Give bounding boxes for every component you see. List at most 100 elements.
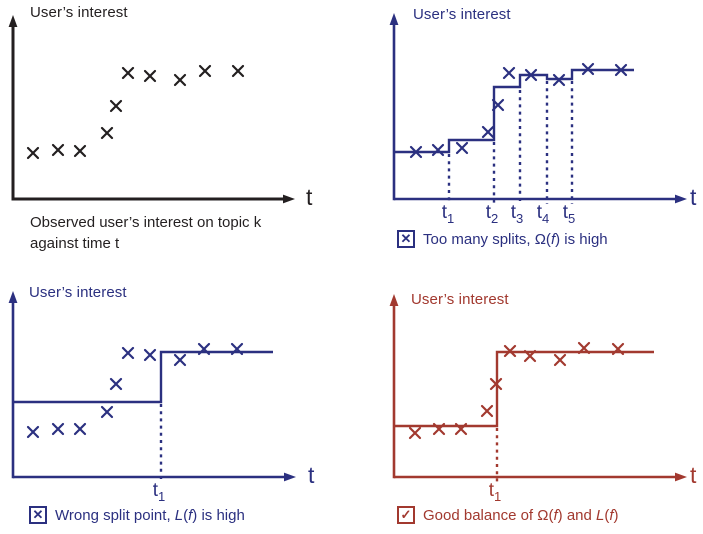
y-axis-arrowhead bbox=[389, 294, 399, 306]
check-box-icon: ✓ bbox=[397, 506, 415, 524]
split-label-t1: t1 bbox=[441, 202, 455, 226]
caption-math-italic: f bbox=[550, 230, 556, 248]
x-axis-arrowhead bbox=[283, 194, 295, 204]
caption-segment: ) is high bbox=[192, 506, 245, 524]
data-point-cross bbox=[121, 346, 135, 360]
y-axis-title: User’s interest bbox=[30, 4, 128, 21]
data-point-cross bbox=[231, 64, 245, 78]
data-point-cross bbox=[454, 422, 468, 436]
split-label-t4: t4 bbox=[536, 202, 550, 226]
data-point-cross bbox=[51, 422, 65, 436]
caption-segment: ) is high bbox=[555, 230, 608, 248]
data-point-cross bbox=[577, 341, 591, 355]
cross-box-icon: ✕ bbox=[397, 230, 415, 248]
data-point-cross bbox=[553, 353, 567, 367]
caption-text: Good balance of Ω(f) and L(f) bbox=[423, 507, 619, 524]
x-axis-arrowhead bbox=[675, 194, 687, 204]
caption-segment: Ω( bbox=[537, 506, 554, 524]
data-point-cross bbox=[581, 62, 595, 76]
y-axis-arrowhead bbox=[389, 13, 399, 25]
data-point-cross bbox=[109, 377, 123, 391]
data-point-cross bbox=[26, 146, 40, 160]
data-point-cross bbox=[173, 353, 187, 367]
data-point-cross bbox=[26, 425, 40, 439]
split-label-subscript: 3 bbox=[516, 210, 524, 226]
x-axis-label: t bbox=[690, 462, 697, 488]
panel-caption: ✕ Wrong split point, L(f) is high bbox=[29, 506, 245, 524]
caption-math-italic: f bbox=[609, 506, 614, 524]
y-axis-title: User’s interest bbox=[29, 284, 127, 301]
y-axis-title: User’s interest bbox=[413, 6, 511, 23]
observed-data-plot bbox=[8, 15, 295, 204]
step-function-line bbox=[394, 350, 654, 428]
caption-segment: Too many splits, bbox=[423, 230, 535, 248]
data-point-cross bbox=[230, 342, 244, 356]
data-point-cross bbox=[552, 73, 566, 87]
panel-caption: ✓ Good balance of Ω(f) and L(f) bbox=[397, 506, 619, 524]
panel-caption: Observed user’s interest on topic k again… bbox=[30, 212, 261, 254]
data-point-cross bbox=[73, 422, 87, 436]
caption-line: against time t bbox=[30, 235, 120, 252]
data-point-cross bbox=[73, 144, 87, 158]
data-point-cross bbox=[503, 344, 517, 358]
panel-good-balance: User’s interest t t1 ✓ Good balance of Ω… bbox=[351, 267, 703, 534]
panel-observed-data: User’s interest t Observed user’s intere… bbox=[0, 0, 352, 267]
caption-segment: Good balance of bbox=[423, 506, 538, 524]
data-point-cross bbox=[100, 126, 114, 140]
x-axis-label: t bbox=[308, 462, 315, 488]
data-point-cross bbox=[489, 377, 503, 391]
data-point-cross bbox=[409, 145, 423, 159]
y-axis-arrowhead bbox=[8, 15, 18, 27]
data-point-cross bbox=[481, 125, 495, 139]
data-point-cross bbox=[143, 69, 157, 83]
data-point-cross bbox=[432, 422, 446, 436]
caption-text: Wrong split point, L(f) is high bbox=[55, 507, 245, 524]
caption-math-italic: f bbox=[553, 506, 558, 524]
data-point-cross bbox=[143, 348, 157, 362]
caption-segment: Wrong split point, bbox=[55, 506, 175, 524]
data-point-cross bbox=[431, 143, 445, 157]
caption-segment: ( bbox=[183, 506, 189, 524]
step-function-line bbox=[13, 350, 273, 404]
split-label-subscript: 5 bbox=[568, 210, 576, 226]
data-point-cross bbox=[491, 98, 505, 112]
panel-too-many-splits: User’s interest t t1 t2 t3 t4 t5 ✕ Too many … bbox=[351, 0, 703, 267]
data-point-cross bbox=[502, 66, 516, 80]
data-point-cross bbox=[611, 342, 625, 356]
split-label-t1: t1 bbox=[488, 480, 502, 504]
split-label-t1: t1 bbox=[152, 480, 166, 504]
data-point-cross bbox=[524, 68, 538, 82]
split-label-subscript: 1 bbox=[494, 488, 502, 504]
y-axis-arrowhead bbox=[8, 291, 18, 303]
data-point-cross bbox=[455, 141, 469, 155]
split-label-subscript: 1 bbox=[158, 488, 166, 504]
data-point-cross bbox=[100, 405, 114, 419]
data-point-cross bbox=[51, 143, 65, 157]
caption-line: Observed user’s interest on topic k bbox=[30, 214, 262, 231]
data-point-cross bbox=[408, 426, 422, 440]
wrong-split-point-plot bbox=[8, 291, 296, 482]
data-point-cross bbox=[109, 99, 123, 113]
data-point-cross bbox=[173, 73, 187, 87]
split-label-subscript: 4 bbox=[542, 210, 550, 226]
x-axis-arrowhead bbox=[284, 472, 296, 482]
caption-segment: ( bbox=[604, 506, 610, 524]
step-function-line bbox=[394, 68, 634, 154]
split-label-t5: t5 bbox=[562, 202, 576, 226]
data-point-cross bbox=[480, 404, 494, 418]
caption-math-italic: L bbox=[596, 506, 605, 524]
caption-segment: ) bbox=[613, 506, 619, 524]
too-many-splits-plot bbox=[389, 13, 687, 204]
good-balance-plot bbox=[389, 294, 687, 482]
split-label-t3: t3 bbox=[510, 202, 524, 226]
panel-wrong-split-point: User’s interest t t1 ✕ Wrong split point… bbox=[0, 267, 352, 534]
split-label-subscript: 2 bbox=[491, 210, 499, 226]
y-axis-title: User’s interest bbox=[411, 291, 509, 308]
caption-math-italic: L bbox=[174, 506, 184, 524]
split-label-subscript: 1 bbox=[447, 210, 455, 226]
caption-text: Observed user’s interest on topic k again… bbox=[30, 212, 261, 254]
caption-text: Too many splits, Ω(f) is high bbox=[423, 231, 608, 248]
caption-math-italic: f bbox=[188, 506, 193, 524]
panel-caption: ✕ Too many splits, Ω(f) is high bbox=[397, 230, 608, 248]
